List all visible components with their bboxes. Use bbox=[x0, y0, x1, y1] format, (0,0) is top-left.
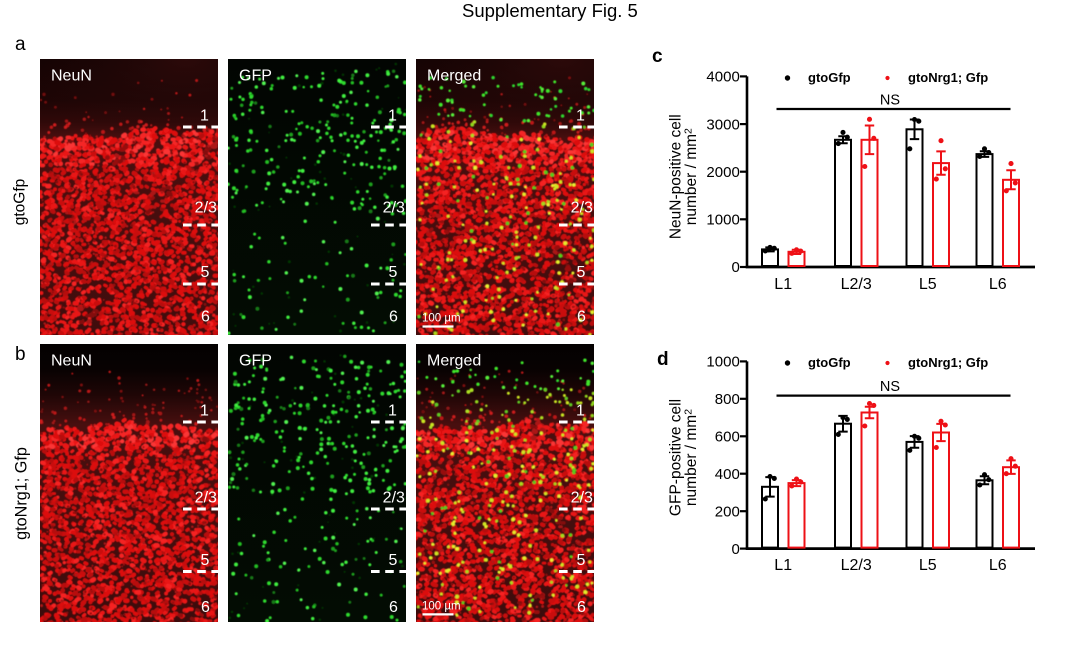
svg-text:6: 6 bbox=[201, 599, 210, 616]
svg-text:L2/3: L2/3 bbox=[841, 276, 872, 293]
svg-text:1: 1 bbox=[388, 108, 397, 125]
svg-text:NS: NS bbox=[880, 93, 900, 109]
svg-text:2000: 2000 bbox=[706, 164, 739, 181]
svg-text:L5: L5 bbox=[919, 276, 937, 293]
svg-text:L1: L1 bbox=[774, 276, 792, 293]
svg-text:1: 1 bbox=[200, 403, 209, 420]
svg-text:2/3: 2/3 bbox=[571, 200, 593, 217]
svg-text:L6: L6 bbox=[989, 557, 1007, 574]
svg-text:gtoNrg1; Gfp: gtoNrg1; Gfp bbox=[908, 70, 988, 85]
svg-text:1000: 1000 bbox=[706, 212, 739, 229]
svg-text:2/3: 2/3 bbox=[383, 490, 405, 507]
svg-text:number / mm2: number / mm2 bbox=[683, 128, 701, 225]
svg-text:L5: L5 bbox=[919, 557, 937, 574]
svg-text:2/3: 2/3 bbox=[195, 200, 217, 217]
svg-text:800: 800 bbox=[715, 391, 740, 408]
svg-text:3000: 3000 bbox=[706, 116, 739, 133]
svg-text:NeuN-positive cell: NeuN-positive cell bbox=[668, 114, 685, 239]
svg-text:L2/3: L2/3 bbox=[841, 557, 872, 574]
svg-text:100 µm: 100 µm bbox=[422, 600, 461, 612]
svg-text:400: 400 bbox=[715, 466, 740, 483]
svg-text:1: 1 bbox=[200, 108, 209, 125]
svg-text:GFP-positive cell: GFP-positive cell bbox=[668, 399, 685, 516]
svg-text:5: 5 bbox=[201, 264, 210, 281]
svg-text:5: 5 bbox=[389, 264, 398, 281]
svg-text:5: 5 bbox=[201, 552, 210, 569]
svg-text:2/3: 2/3 bbox=[195, 490, 217, 507]
svg-text:NeuN: NeuN bbox=[51, 353, 92, 370]
svg-text:6: 6 bbox=[577, 309, 586, 326]
svg-text:5: 5 bbox=[577, 264, 586, 281]
svg-text:Merged: Merged bbox=[427, 353, 481, 370]
svg-text:2/3: 2/3 bbox=[383, 200, 405, 217]
svg-text:number / mm2: number / mm2 bbox=[683, 409, 701, 506]
svg-text:200: 200 bbox=[715, 503, 740, 520]
svg-text:GFP: GFP bbox=[239, 68, 272, 85]
svg-text:gtoNrg1; Gfp: gtoNrg1; Gfp bbox=[908, 355, 988, 370]
svg-text:1: 1 bbox=[388, 403, 397, 420]
svg-text:1000: 1000 bbox=[706, 354, 739, 371]
svg-text:6: 6 bbox=[201, 309, 210, 326]
svg-text:6: 6 bbox=[577, 599, 586, 616]
svg-text:L1: L1 bbox=[774, 557, 792, 574]
svg-text:4000: 4000 bbox=[706, 69, 739, 86]
svg-text:GFP: GFP bbox=[239, 353, 272, 370]
svg-text:600: 600 bbox=[715, 429, 740, 446]
svg-text:6: 6 bbox=[389, 599, 398, 616]
svg-text:100 µm: 100 µm bbox=[422, 313, 461, 325]
svg-text:2/3: 2/3 bbox=[571, 490, 593, 507]
svg-text:NS: NS bbox=[880, 379, 900, 395]
svg-text:L6: L6 bbox=[989, 276, 1007, 293]
svg-text:5: 5 bbox=[389, 552, 398, 569]
svg-text:6: 6 bbox=[389, 309, 398, 326]
svg-text:0: 0 bbox=[731, 541, 739, 558]
svg-text:gtoGfp: gtoGfp bbox=[808, 355, 851, 370]
svg-text:NeuN: NeuN bbox=[51, 68, 92, 85]
svg-text:1: 1 bbox=[576, 108, 585, 125]
svg-text:1: 1 bbox=[576, 403, 585, 420]
svg-text:Merged: Merged bbox=[427, 68, 481, 85]
svg-text:gtoGfp: gtoGfp bbox=[808, 70, 851, 85]
svg-text:0: 0 bbox=[731, 259, 739, 276]
svg-text:5: 5 bbox=[577, 552, 586, 569]
